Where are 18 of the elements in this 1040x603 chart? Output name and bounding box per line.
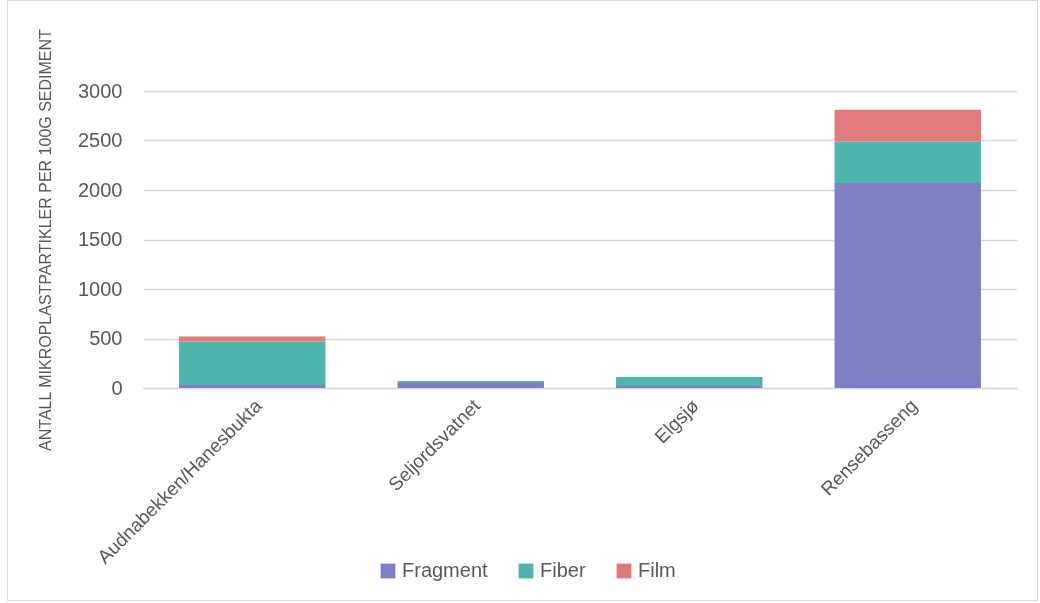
bar: [179, 385, 326, 388]
legend-label: Fiber: [540, 559, 586, 581]
bar: [834, 141, 981, 184]
y-axis-title: ANTALL MIKROPLASTPARTIKLER PER 100G SEDIMENT: [37, 28, 55, 451]
y-tick-label: 2500: [78, 129, 123, 151]
y-tick-label: 3000: [78, 79, 123, 102]
legend-label: Film: [638, 559, 676, 581]
y-tick-label: 1000: [78, 277, 123, 300]
bar: [834, 109, 981, 142]
y-tick-label: 500: [89, 327, 123, 349]
y-tick-label: 0: [111, 376, 123, 399]
bar: [397, 383, 544, 388]
y-tick-label: 1500: [78, 228, 123, 250]
bar: [179, 341, 326, 386]
y-tick-label: 2000: [78, 178, 123, 201]
legend-label: Fragment: [402, 559, 489, 581]
bar: [616, 377, 763, 387]
bar: [834, 183, 981, 388]
